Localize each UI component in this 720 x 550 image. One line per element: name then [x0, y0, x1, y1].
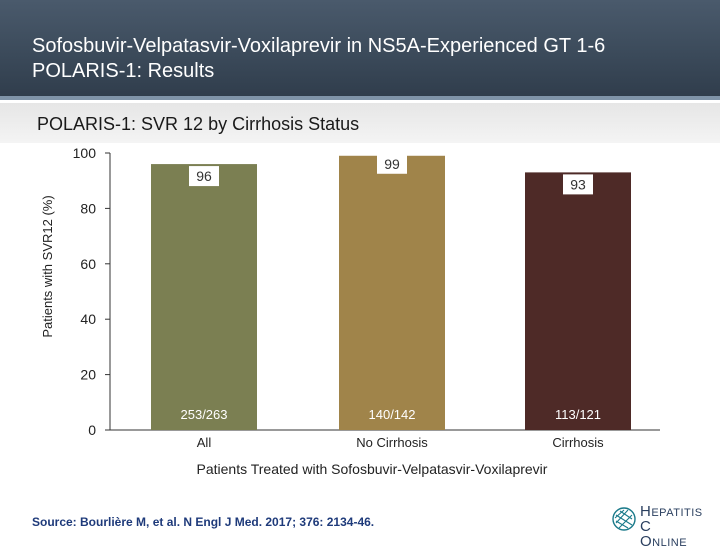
value-label: 93 [570, 176, 586, 192]
bar-no-cirrhosis [339, 155, 445, 430]
logo-mesh-icon [612, 507, 636, 531]
y-tick-label: 60 [80, 256, 96, 272]
header-accent-line [0, 96, 720, 100]
slide-title-line2: POLARIS-1: Results [32, 60, 215, 82]
value-label: 99 [384, 156, 400, 172]
value-label: 96 [196, 168, 212, 184]
hepatitis-c-online-logo: HEPATITIS C ONLINE [612, 504, 716, 549]
y-tick-label: 0 [88, 422, 96, 438]
value-label-box [377, 153, 407, 174]
y-tick-label: 100 [73, 145, 97, 161]
chart-subtitle: POLARIS-1: SVR 12 by Cirrhosis Status [37, 114, 360, 134]
count-label: 253/263 [181, 407, 228, 422]
y-tick-label: 40 [80, 311, 96, 327]
chart-layer: 0 20 40 60 80 100 Patients with SVR12 (%) 96 253… [40, 145, 660, 477]
logo-word-epatitis: EPATITIS [651, 507, 703, 519]
logo-letter-h: H [640, 503, 652, 520]
value-label-box [563, 174, 593, 195]
category-label: All [197, 435, 212, 450]
category-label: No Cirrhosis [356, 435, 428, 450]
x-axis-label: Patients Treated with Sofosbuvir-Velpata… [197, 461, 548, 477]
bar-cirrhosis [525, 172, 631, 430]
slide-title-line1: Sofosbuvir-Velpatasvir-Voxilaprevir in N… [32, 35, 606, 57]
slide-title: Sofosbuvir-Velpatasvir-Voxilaprevir in N… [32, 34, 605, 84]
category-label: Cirrhosis [552, 435, 604, 450]
count-label: 140/142 [369, 407, 416, 422]
subtitle-bar [0, 103, 720, 143]
value-label-box [189, 166, 219, 187]
logo-word-nline: NLINE [652, 537, 688, 549]
logo-wordmark: HEPATITIS C ONLINE [640, 503, 716, 550]
slide-header [0, 0, 720, 100]
y-axis-label: Patients with SVR12 (%) [40, 195, 55, 337]
count-label: 113/121 [555, 407, 601, 422]
bar-all [151, 164, 257, 430]
source-citation: Source: Bourlière M, et al. N Engl J Med… [32, 515, 375, 529]
logo-letter-o: O [640, 533, 653, 550]
y-tick-label: 20 [80, 367, 96, 383]
y-tick-label: 80 [80, 200, 96, 216]
logo-letter-c: C [640, 518, 652, 535]
